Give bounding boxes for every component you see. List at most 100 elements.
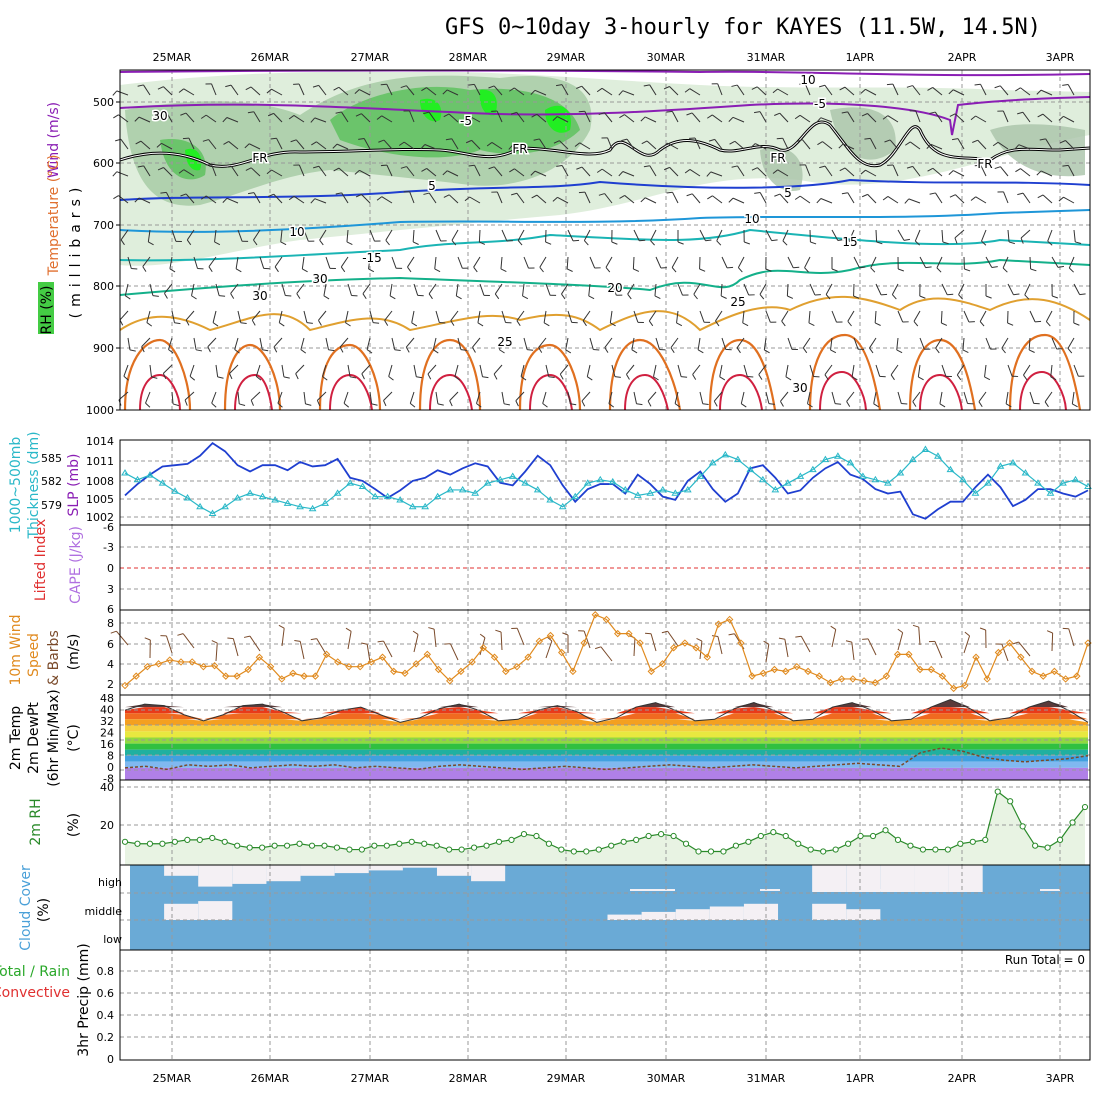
thickness-point xyxy=(808,465,817,473)
wind-barb xyxy=(500,256,503,269)
wind-speed-point xyxy=(266,662,275,671)
wind-barb xyxy=(280,229,283,242)
wind-barb xyxy=(644,197,657,204)
rh-point xyxy=(894,836,902,843)
wind-barb xyxy=(171,310,175,323)
wind-barb-flag xyxy=(543,322,550,327)
cape-tick: -6 xyxy=(103,521,114,534)
wind-speed-point xyxy=(300,672,308,680)
wind-barb xyxy=(781,310,789,322)
wind-barb-flag xyxy=(831,268,838,272)
precip-tick: 0.4 xyxy=(97,1009,115,1022)
wind-barb xyxy=(804,256,811,268)
wind-barb xyxy=(824,165,833,177)
wind-barb-flag xyxy=(384,320,389,326)
cloud-ylabel-b: (%) xyxy=(36,898,52,922)
wind-barb xyxy=(538,337,547,348)
wind-barb-flag xyxy=(335,111,342,114)
wind-barb-flag xyxy=(412,630,419,635)
wind-barb xyxy=(853,256,860,268)
wind-barb-flag xyxy=(994,166,1001,170)
wind-barb xyxy=(389,283,393,296)
rh-point xyxy=(570,848,577,855)
wind-barb-flag xyxy=(794,195,801,200)
cloud-panel: high middle low Cloud Cover (%) xyxy=(18,864,1091,951)
wind-barb xyxy=(479,283,485,296)
wind-barb xyxy=(185,112,195,123)
wind-barb-flag xyxy=(860,169,866,175)
rh-point xyxy=(520,830,528,838)
thickness-point xyxy=(483,479,492,486)
wind-barb-flag xyxy=(157,167,164,171)
wind-barb xyxy=(763,337,767,350)
wind-barb xyxy=(515,391,525,402)
thickness-point xyxy=(121,469,129,476)
temp-color-band xyxy=(125,719,1088,726)
wind-barb xyxy=(830,337,833,350)
wind-barb-flag xyxy=(302,268,308,273)
wind-barb-flag xyxy=(562,632,569,636)
wind-barb-flag xyxy=(189,375,196,381)
wind-barb xyxy=(235,256,239,269)
rh-point xyxy=(869,832,877,840)
wind-barb-flag xyxy=(640,116,646,122)
wind-barb-flag xyxy=(744,241,751,245)
thickness-point xyxy=(1046,489,1055,496)
wind-barb xyxy=(165,111,173,123)
wind-speed-point xyxy=(793,662,801,671)
wind-barb xyxy=(276,138,283,150)
pressure-tick: 1000 xyxy=(86,404,114,417)
wind-barb-flag xyxy=(137,165,144,168)
wind-barb-flag xyxy=(270,137,277,140)
rh-point xyxy=(757,832,764,840)
wind-speed-point xyxy=(669,644,678,652)
wind-barb xyxy=(914,229,921,242)
wind-barb xyxy=(870,256,877,269)
wind-barb-flag xyxy=(1052,295,1059,299)
wind-barb-flag xyxy=(211,640,218,644)
thickness-point xyxy=(133,475,142,483)
wind-barb-flag xyxy=(112,90,118,96)
wind-speed-point xyxy=(546,631,555,640)
wind-barb-flag xyxy=(268,193,275,197)
rh-point xyxy=(1007,798,1014,805)
wind-barb-flag xyxy=(134,116,140,122)
rh-point xyxy=(994,788,1001,795)
wind-barb xyxy=(142,256,151,267)
thickness-point xyxy=(783,479,792,486)
wind-barb-flag xyxy=(772,88,778,94)
rh-point xyxy=(944,846,951,853)
rh-point xyxy=(421,840,428,847)
thickness-point xyxy=(746,465,755,473)
wind-barb xyxy=(677,283,683,296)
wind-barb-flag xyxy=(648,320,654,327)
wind-barb-flag xyxy=(837,239,844,241)
thickness-point xyxy=(471,489,480,496)
wind-barb-flag xyxy=(935,347,940,354)
wind-speed-point xyxy=(468,658,476,666)
rh-point xyxy=(134,840,141,847)
wind-barb xyxy=(1063,196,1075,204)
pressure-tick: 700 xyxy=(93,219,114,232)
slp-tick: 1011 xyxy=(86,455,114,468)
wind-barb-flag xyxy=(816,117,822,123)
wind-barb xyxy=(146,310,151,323)
wind-barb xyxy=(298,83,305,96)
wind-barb xyxy=(737,165,745,177)
rh-point xyxy=(495,838,503,845)
thickness-point xyxy=(571,492,580,500)
wind-barb-flag xyxy=(611,241,618,245)
wind-barb-flag xyxy=(361,373,365,380)
wind-barb xyxy=(501,229,508,242)
wind-barb xyxy=(809,283,816,296)
wind-barb-flag xyxy=(1036,170,1042,176)
wind-barb xyxy=(732,116,745,123)
wind-barb xyxy=(646,140,657,150)
rh-point xyxy=(695,848,702,855)
wind-barb xyxy=(281,364,285,377)
wind-barb xyxy=(1045,310,1053,322)
thickness-point xyxy=(396,496,405,503)
wind-barb xyxy=(479,364,483,377)
wind-barb-flag xyxy=(345,627,352,632)
contour-label: 5 xyxy=(784,186,792,200)
